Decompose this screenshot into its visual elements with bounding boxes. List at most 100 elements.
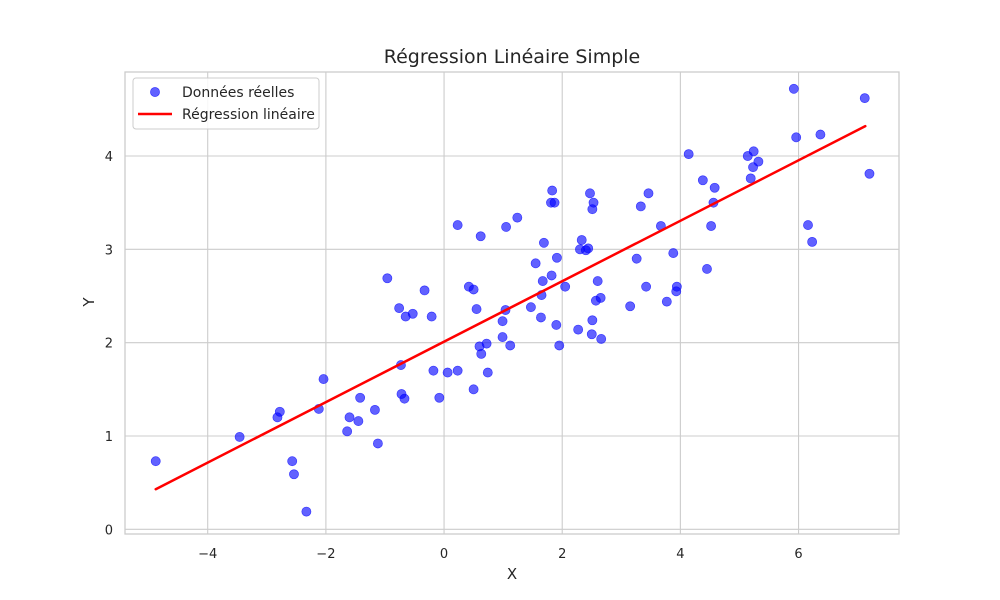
data-point [407,308,418,319]
data-point [150,456,161,467]
data-point [505,340,516,351]
data-point [482,367,493,378]
data-point [595,292,606,303]
y-axis-label: Y [80,297,98,308]
y-tick-label: 0 [105,523,113,538]
data-point [546,270,557,281]
x-axis-label: X [507,565,517,583]
legend-scatter-marker [150,87,160,97]
data-point [585,188,595,199]
data-point [668,248,679,258]
data-point [468,284,479,295]
data-point [709,182,720,193]
data-point [428,365,439,376]
x-tick-label: −2 [316,547,335,562]
data-point [549,197,560,208]
data-point [475,231,486,242]
data-point [588,197,599,208]
data-point [355,392,366,403]
data-point [370,404,380,415]
data-point [234,432,245,442]
data-point [560,281,571,292]
data-point [547,185,558,196]
data-point [481,338,492,349]
data-point [753,156,764,167]
data-point [497,316,508,327]
data-point [274,406,285,417]
plot-area: −4 −2 0 2 4 6 0 1 2 3 4 [105,71,900,562]
data-point [537,276,548,286]
data-point [551,320,562,330]
data-point [301,506,312,517]
data-point [530,258,541,269]
data-point [573,324,584,335]
data-point [788,83,799,94]
data-point [683,149,694,160]
data-point [625,301,636,312]
data-point [512,212,523,223]
data-point [442,367,453,378]
data-point [803,220,813,230]
data-point [372,438,383,449]
data-point [635,201,646,212]
data-point [426,311,437,322]
y-tick-label: 4 [105,150,113,165]
data-point [501,222,511,232]
data-point [641,281,652,292]
data-point [576,235,587,245]
data-point [539,237,549,248]
data-point [536,312,546,323]
data-point [468,384,479,395]
data-point [859,93,870,104]
y-tick-label: 3 [105,243,113,258]
data-point [643,188,654,199]
data-point [394,303,405,314]
data-point [592,276,603,286]
x-tick-label: 0 [440,547,448,562]
data-point [745,173,756,184]
data-point [526,302,536,313]
data-point [471,304,482,314]
data-point [864,168,875,179]
chart-title: Régression Linéaire Simple [384,46,640,68]
data-point [476,348,487,359]
data-point [748,146,759,157]
data-point [702,264,712,274]
data-point [587,315,598,326]
data-point [287,456,298,467]
legend: Données réelles Régression linéaire [132,77,320,130]
data-point [452,220,463,230]
data-point [497,332,508,342]
y-tick-label: 2 [105,337,113,352]
x-tick-label: −4 [198,547,217,562]
data-point [382,273,393,284]
data-point [583,243,594,254]
data-point [552,252,562,263]
legend-label-line: Régression linéaire [182,107,315,123]
data-point [586,329,597,340]
x-tick-label: 2 [558,547,566,562]
data-point [815,129,826,140]
x-tick-label: 6 [794,547,802,562]
data-point [807,236,818,247]
data-point [791,132,802,143]
data-point [289,469,299,480]
regression-line [154,124,867,491]
data-point [344,412,355,423]
x-tick-label: 4 [676,547,684,562]
plot-frame [124,71,900,535]
data-point [434,392,445,403]
data-point [671,281,682,292]
y-tick-label: 1 [105,430,113,445]
data-point [419,285,430,296]
data-point [554,340,565,351]
data-point [661,296,672,307]
legend-box [132,77,320,130]
legend-label-scatter: Données réelles [182,85,294,101]
data-point [596,334,607,344]
data-point [631,253,642,264]
data-point [452,365,463,376]
data-point [318,374,329,384]
